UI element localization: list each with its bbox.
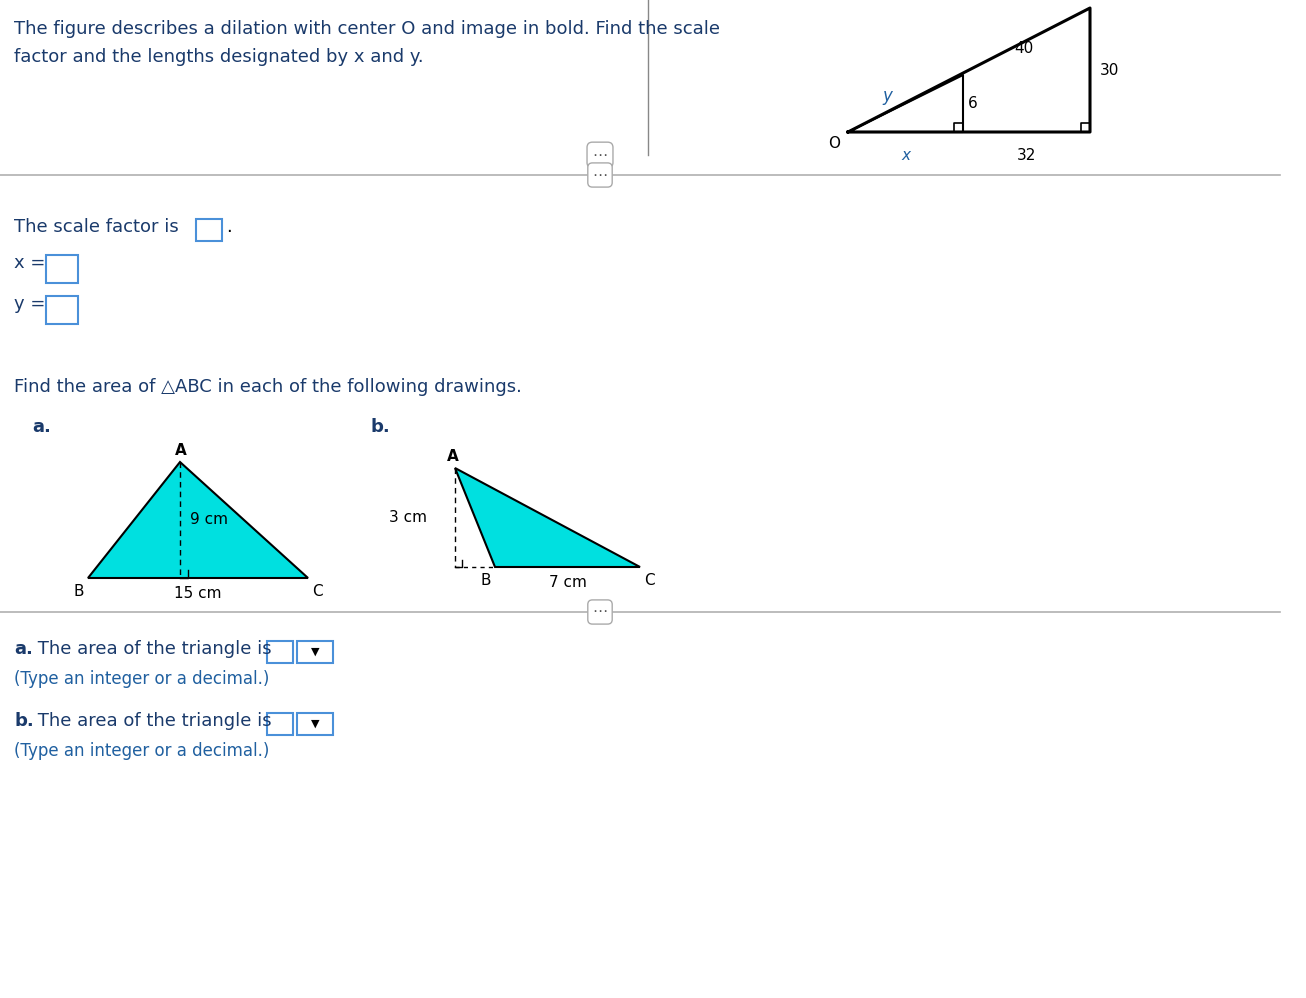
Bar — [266, 713, 293, 735]
Text: B: B — [481, 573, 491, 588]
Text: Find the area of △ABC in each of the following drawings.: Find the area of △ABC in each of the fol… — [14, 378, 522, 396]
Text: 9 cm: 9 cm — [189, 513, 229, 528]
Text: 7 cm: 7 cm — [549, 575, 586, 590]
Bar — [266, 641, 293, 663]
Text: (Type an integer or a decimal.): (Type an integer or a decimal.) — [14, 670, 269, 688]
Text: 3 cm: 3 cm — [389, 510, 427, 525]
Text: C: C — [644, 573, 654, 588]
Text: y: y — [883, 87, 892, 105]
Text: ⋯: ⋯ — [593, 148, 607, 163]
Text: The figure describes a dilation with center O and image in bold. Find the scale: The figure describes a dilation with cen… — [14, 20, 720, 38]
Text: 6: 6 — [968, 96, 978, 111]
Bar — [46, 255, 78, 283]
Text: A: A — [175, 443, 187, 458]
Bar — [296, 641, 333, 663]
Polygon shape — [454, 468, 640, 567]
Text: 15 cm: 15 cm — [174, 586, 222, 601]
Text: 40: 40 — [1015, 41, 1033, 56]
Text: x: x — [901, 148, 910, 163]
Bar — [196, 219, 222, 241]
Text: ▼: ▼ — [311, 647, 319, 657]
Text: The scale factor is: The scale factor is — [14, 218, 179, 236]
Text: C: C — [312, 584, 323, 599]
Text: a.: a. — [33, 418, 51, 436]
Text: A: A — [447, 449, 458, 464]
Polygon shape — [88, 462, 308, 578]
Text: 30: 30 — [1100, 63, 1119, 78]
Text: x =: x = — [14, 254, 46, 272]
Bar — [296, 713, 333, 735]
Text: The area of the triangle is: The area of the triangle is — [33, 712, 272, 730]
Text: (Type an integer or a decimal.): (Type an integer or a decimal.) — [14, 742, 269, 760]
Text: The area of the triangle is: The area of the triangle is — [33, 640, 272, 658]
Text: ⋯: ⋯ — [593, 168, 607, 183]
Text: b.: b. — [370, 418, 389, 436]
Text: y =: y = — [14, 295, 46, 313]
Text: factor and the lengths designated by x and y.: factor and the lengths designated by x a… — [14, 48, 423, 66]
Text: 32: 32 — [1017, 148, 1036, 163]
Bar — [46, 296, 78, 324]
Text: B: B — [73, 584, 84, 599]
Text: ⋯: ⋯ — [593, 605, 607, 620]
Text: a.: a. — [14, 640, 33, 658]
Text: .: . — [226, 218, 231, 236]
Text: b.: b. — [14, 712, 34, 730]
Text: O: O — [828, 136, 840, 151]
Text: ▼: ▼ — [311, 719, 319, 729]
